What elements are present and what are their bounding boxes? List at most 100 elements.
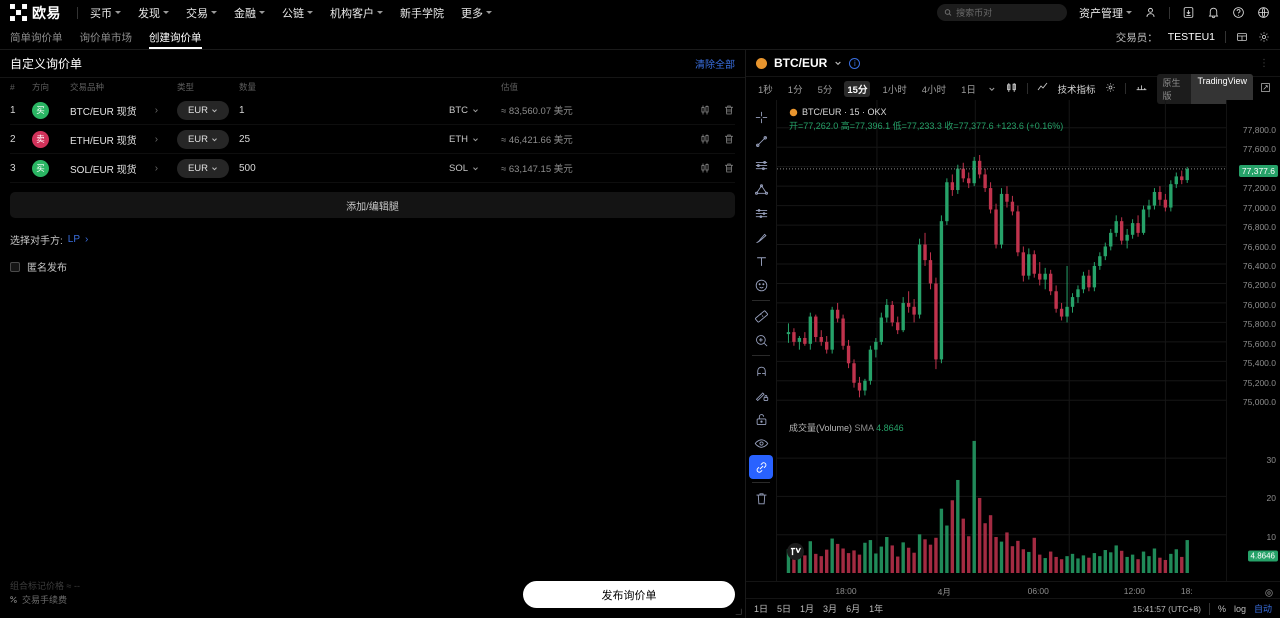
row-currency-dropdown[interactable]: ETH xyxy=(449,134,501,145)
range-1mo[interactable]: 1月 xyxy=(800,604,815,614)
indicators-label[interactable]: 技术指标 xyxy=(1057,84,1096,96)
trendline-icon[interactable] xyxy=(749,129,773,153)
log-scale-button[interactable]: log xyxy=(1233,603,1246,614)
measure-icon[interactable] xyxy=(749,304,773,328)
delete-icon[interactable] xyxy=(723,104,735,116)
user-icon[interactable] xyxy=(1144,6,1157,19)
chevron-right-icon[interactable]: › xyxy=(85,234,89,245)
nav-item-asset-management[interactable]: 资产管理 xyxy=(1079,5,1132,21)
tradingview-logo-icon[interactable] xyxy=(787,543,804,560)
search-input[interactable] xyxy=(956,7,1060,18)
nav-item-discover[interactable]: 发现 xyxy=(138,5,169,21)
price-axis[interactable]: 77,800.077,600.077,400.077,200.077,000.0… xyxy=(1226,100,1280,581)
timeframe-1d[interactable]: 1日 xyxy=(961,84,976,96)
time-axis[interactable]: 18:00 4月 06:00 12:00 18: xyxy=(746,581,1280,598)
tab-rfq-market[interactable]: 询价单市场 xyxy=(80,25,133,49)
type-dropdown[interactable]: EUR xyxy=(177,158,229,178)
row-side[interactable]: 买 xyxy=(32,159,70,177)
percent-scale-button[interactable]: % xyxy=(1217,603,1226,614)
clear-all-button[interactable]: 清除全部 xyxy=(695,60,735,71)
lock-icon[interactable] xyxy=(749,407,773,431)
horizontal-lines-icon[interactable] xyxy=(749,153,773,177)
side-badge-buy[interactable]: 买 xyxy=(32,159,49,177)
candlestick-icon[interactable] xyxy=(699,133,711,145)
compare-symbol-icon[interactable] xyxy=(1135,82,1148,96)
range-5d[interactable]: 5日 xyxy=(777,604,792,614)
row-side[interactable]: 卖 xyxy=(32,130,70,148)
row-instrument[interactable]: SOL/EUR 现货 › xyxy=(70,161,177,176)
timeframe-4h[interactable]: 4小时 xyxy=(921,84,947,96)
tab-create-rfq[interactable]: 创建询价单 xyxy=(149,25,202,49)
brush-icon[interactable] xyxy=(749,225,773,249)
link-icon[interactable] xyxy=(749,455,773,479)
version-tradingview-button[interactable]: TradingView xyxy=(1191,73,1253,104)
row-quantity[interactable]: 500 xyxy=(239,163,449,174)
chevron-down-icon[interactable] xyxy=(834,59,842,67)
download-icon[interactable] xyxy=(1182,6,1195,19)
fib-icon[interactable] xyxy=(749,201,773,225)
add-edit-leg-button[interactable]: 添加/编辑腿 xyxy=(10,192,735,218)
side-badge-sell[interactable]: 卖 xyxy=(32,130,49,148)
publish-rfq-button[interactable]: 发布询价单 xyxy=(523,581,735,608)
delete-icon[interactable] xyxy=(723,162,735,174)
resize-grip-icon[interactable] xyxy=(735,608,742,615)
search-box[interactable] xyxy=(937,4,1067,21)
chart-settings-gear-icon[interactable] xyxy=(1105,82,1116,96)
chevron-down-icon[interactable] xyxy=(988,85,996,93)
pencil-lock-icon[interactable] xyxy=(749,383,773,407)
range-1y[interactable]: 1年 xyxy=(869,604,884,614)
row-quantity[interactable]: 1 xyxy=(239,105,449,116)
range-1d[interactable]: 1日 xyxy=(754,604,769,614)
nav-item-more[interactable]: 更多 xyxy=(461,5,492,21)
tab-simple-rfq[interactable]: 简单询价单 xyxy=(10,25,63,49)
type-dropdown[interactable]: EUR xyxy=(177,100,229,120)
timeframe-1h[interactable]: 1小时 xyxy=(882,84,907,96)
row-currency-dropdown[interactable]: BTC xyxy=(449,105,501,116)
trash-icon[interactable] xyxy=(749,486,773,510)
layout-icon[interactable] xyxy=(1236,31,1248,43)
bell-icon[interactable] xyxy=(1207,6,1220,19)
delete-icon[interactable] xyxy=(723,133,735,145)
auto-scale-button[interactable]: 自动 xyxy=(1253,604,1272,614)
counterparty-value[interactable]: LP xyxy=(67,234,81,245)
nav-item-finance[interactable]: 金融 xyxy=(234,5,265,21)
timeframe-1m[interactable]: 1分 xyxy=(787,84,803,96)
side-badge-buy[interactable]: 买 xyxy=(32,101,49,119)
info-icon[interactable]: i xyxy=(849,57,861,69)
timeframe-1s[interactable]: 1秒 xyxy=(758,84,773,96)
candlestick-icon[interactable] xyxy=(699,104,711,116)
nav-item-institutional[interactable]: 机构客户 xyxy=(330,5,383,21)
indicators-icon[interactable] xyxy=(1037,82,1049,95)
emoji-icon[interactable] xyxy=(749,273,773,297)
okx-logo[interactable]: 欧易 xyxy=(10,3,61,23)
chart-plot[interactable]: BTC/EUR · 15 · OKX 开=77,262.0 高=77,396.1… xyxy=(777,100,1226,581)
row-instrument[interactable]: ETH/EUR 现货 › xyxy=(70,132,177,147)
eye-icon[interactable] xyxy=(749,431,773,455)
candlestick-icon[interactable] xyxy=(699,162,711,174)
row-instrument[interactable]: BTC/EUR 现货 › xyxy=(70,103,177,118)
help-icon[interactable] xyxy=(1232,6,1245,19)
row-side[interactable]: 买 xyxy=(32,101,70,119)
row-currency-dropdown[interactable]: SOL xyxy=(449,163,501,174)
gear-icon[interactable] xyxy=(1258,31,1270,43)
zoom-in-icon[interactable] xyxy=(749,328,773,352)
timeframe-15m[interactable]: 15分 xyxy=(844,80,871,97)
range-6mo[interactable]: 6月 xyxy=(846,604,861,614)
crosshair-icon[interactable] xyxy=(749,105,773,129)
fullscreen-icon[interactable] xyxy=(1260,82,1271,96)
timeframe-5m[interactable]: 5分 xyxy=(817,84,833,96)
chart-type-candles-icon[interactable] xyxy=(1005,82,1018,96)
pitchfork-icon[interactable] xyxy=(749,177,773,201)
nav-item-trade[interactable]: 交易 xyxy=(186,5,217,21)
nav-item-chain[interactable]: 公链 xyxy=(282,5,313,21)
nav-item-buy-crypto[interactable]: 买币 xyxy=(90,5,121,21)
text-icon[interactable] xyxy=(749,249,773,273)
anonymous-checkbox[interactable] xyxy=(10,261,20,272)
nav-item-academy[interactable]: 新手学院 xyxy=(400,5,444,21)
magnet-icon[interactable] xyxy=(749,359,773,383)
time-axis-settings-icon[interactable] xyxy=(1264,585,1274,603)
type-dropdown[interactable]: EUR xyxy=(177,129,229,149)
range-3mo[interactable]: 3月 xyxy=(823,604,838,614)
globe-icon[interactable] xyxy=(1257,6,1270,19)
version-native-button[interactable]: 原生版 xyxy=(1162,77,1181,101)
